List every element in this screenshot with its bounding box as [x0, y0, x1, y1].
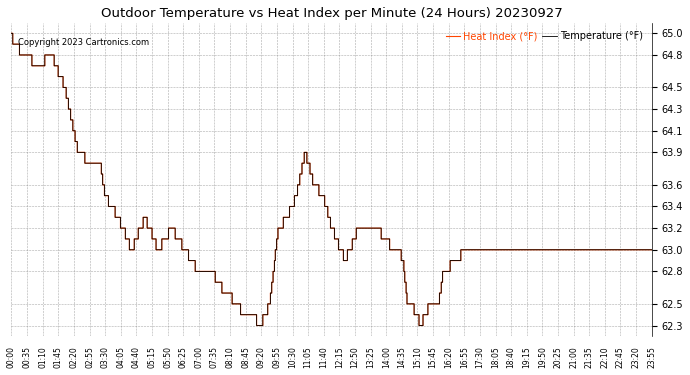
Temperature (°F) — [150, 237, 158, 241]
Heat Index (°F) — [253, 323, 261, 328]
Line: Temperature (°F): Temperature (°F) — [12, 33, 652, 326]
Line: Heat Index (°F): Heat Index (°F) — [12, 33, 652, 326]
Heat Index (°F) — [150, 237, 158, 241]
Temperature (°F) — [253, 323, 261, 328]
Heat Index (°F) — [134, 226, 142, 230]
Temperature (°F) — [221, 291, 230, 295]
Text: Copyright 2023 Cartronics.com: Copyright 2023 Cartronics.com — [18, 38, 149, 47]
Temperature (°F) — [572, 248, 580, 252]
Legend: Heat Index (°F), Temperature (°F): Heat Index (°F), Temperature (°F) — [442, 27, 647, 45]
Temperature (°F) — [648, 248, 656, 252]
Temperature (°F) — [432, 302, 440, 306]
Heat Index (°F) — [648, 248, 656, 252]
Heat Index (°F) — [8, 31, 16, 36]
Heat Index (°F) — [515, 248, 524, 252]
Temperature (°F) — [134, 226, 142, 230]
Heat Index (°F) — [221, 291, 230, 295]
Title: Outdoor Temperature vs Heat Index per Minute (24 Hours) 20230927: Outdoor Temperature vs Heat Index per Mi… — [101, 7, 562, 20]
Temperature (°F) — [515, 248, 524, 252]
Temperature (°F) — [8, 31, 16, 36]
Heat Index (°F) — [432, 302, 440, 306]
Heat Index (°F) — [572, 248, 580, 252]
